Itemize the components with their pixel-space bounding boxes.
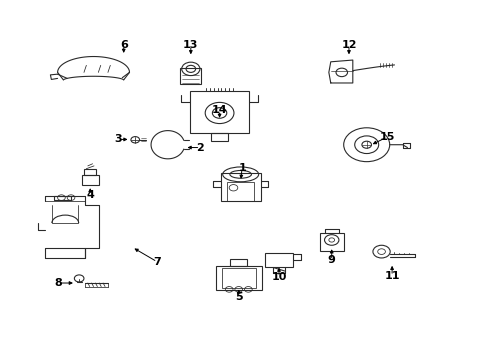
Text: 12: 12 — [341, 40, 356, 50]
Text: 8: 8 — [55, 278, 62, 288]
Bar — [222, 268, 255, 288]
Text: 7: 7 — [153, 257, 161, 267]
Text: 11: 11 — [384, 271, 399, 281]
Text: 10: 10 — [271, 272, 286, 282]
Text: 1: 1 — [238, 163, 245, 173]
Bar — [319, 233, 343, 251]
Bar — [84, 169, 96, 175]
Bar — [264, 253, 293, 267]
Bar — [180, 68, 201, 84]
Text: 13: 13 — [183, 40, 198, 50]
Bar — [81, 175, 99, 185]
Text: 14: 14 — [211, 105, 227, 115]
Text: 9: 9 — [327, 256, 335, 265]
Bar — [215, 266, 261, 291]
Text: 4: 4 — [86, 190, 94, 200]
Text: 5: 5 — [234, 292, 242, 302]
Text: 15: 15 — [379, 132, 394, 142]
Bar — [230, 259, 247, 266]
Bar — [210, 133, 228, 141]
Text: 3: 3 — [114, 134, 122, 144]
Bar — [227, 182, 254, 201]
Text: 2: 2 — [196, 143, 204, 153]
Text: 6: 6 — [120, 40, 127, 50]
Bar — [189, 91, 249, 134]
Bar — [220, 173, 260, 201]
